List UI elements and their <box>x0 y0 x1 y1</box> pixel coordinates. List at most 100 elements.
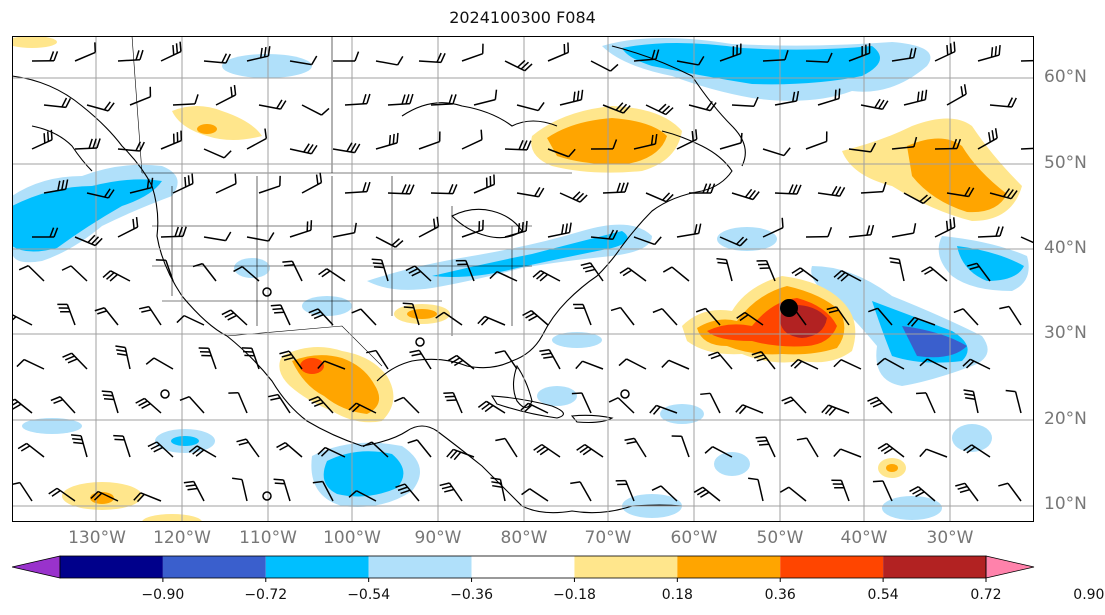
colorbar-tick-label: −0.36 <box>450 587 493 603</box>
wind-barb <box>258 185 281 194</box>
colorbar-tick-label: 0.18 <box>661 587 693 603</box>
colorbar-tick-label: −0.72 <box>244 587 288 603</box>
colorbar-segment <box>574 556 678 578</box>
wind-barb <box>762 58 786 62</box>
wind-barb <box>962 308 979 326</box>
coastlines <box>12 45 746 514</box>
wind-barb <box>461 138 483 150</box>
lon-label-60w: 60°W <box>670 528 718 548</box>
wind-barb <box>877 307 893 326</box>
wind-barb <box>203 236 226 242</box>
lat-label-40n: 40°N <box>1044 238 1087 258</box>
colorbar-segment <box>60 556 163 578</box>
wind-barb <box>241 266 260 282</box>
open-circle-marker <box>620 389 630 399</box>
wind-barb <box>371 441 389 458</box>
lon-label-120w: 120°W <box>153 528 211 548</box>
wind-barb <box>301 104 322 116</box>
lon-label-30w: 30°W <box>926 528 974 548</box>
colorbar-tick-label: 0.54 <box>867 587 899 603</box>
lon-label-100w: 100°W <box>323 528 381 548</box>
colorbar-segment <box>780 556 884 578</box>
open-circle-marker <box>262 491 272 501</box>
wind-barb <box>375 350 389 370</box>
wind-barb <box>617 397 635 414</box>
wind-barb <box>590 60 611 72</box>
open-circle-marker <box>415 337 425 347</box>
wind-barb <box>840 448 862 458</box>
lon-label-50w: 50°W <box>756 528 804 548</box>
wind-barb <box>332 232 355 238</box>
wind-barb <box>416 439 432 458</box>
colorbar-segment <box>368 556 472 578</box>
lat-label-30n: 30°N <box>1044 323 1087 343</box>
lon-label-110w: 110°W <box>239 528 297 548</box>
lon-label-130w: 130°W <box>68 528 126 548</box>
wind-barbs <box>12 41 1034 503</box>
open-circle-marker <box>160 389 170 399</box>
wind-barb <box>680 436 690 458</box>
wind-barb <box>805 140 827 150</box>
wind-barb <box>201 263 217 282</box>
wind-barb <box>712 446 733 458</box>
wind-barb <box>203 148 225 159</box>
wind-barb <box>1020 147 1034 150</box>
wind-barb <box>661 308 678 326</box>
wind-barb <box>788 486 807 502</box>
lat-label-50n: 50°N <box>1044 153 1087 173</box>
lon-label-70w: 70°W <box>584 528 632 548</box>
wind-barb <box>579 481 592 502</box>
wind-barb <box>925 392 936 414</box>
wind-barb <box>183 314 205 326</box>
colorbar-tick-label: 0.90 <box>1073 587 1105 603</box>
wind-barb <box>153 357 174 370</box>
wind-barb <box>1020 59 1034 62</box>
wind-barb <box>633 236 655 246</box>
wind-barb <box>619 307 635 326</box>
wind-barb <box>1008 306 1022 326</box>
wind-barb <box>237 392 248 414</box>
wind-barb <box>322 481 334 502</box>
wind-barb <box>172 103 196 106</box>
colorbar-segment <box>162 556 266 578</box>
wind-barb <box>443 311 463 326</box>
shaded-contours <box>12 36 1029 522</box>
map-panel <box>12 36 1034 522</box>
colorbar-segment <box>471 556 575 578</box>
wind-barb <box>891 146 914 150</box>
wind-barb <box>757 479 764 502</box>
wind-barb <box>74 51 96 62</box>
wind-barb <box>188 396 205 414</box>
wind-barb <box>582 360 604 370</box>
wind-barb <box>503 350 518 370</box>
wind-barb <box>165 259 174 282</box>
wind-barb <box>19 482 33 502</box>
wind-barb <box>70 265 88 282</box>
gridlines <box>12 36 1034 522</box>
wind-barb <box>671 266 690 282</box>
wind-barb <box>704 307 721 326</box>
wind-barb <box>129 96 151 106</box>
wind-barb <box>461 52 483 62</box>
lon-label-40w: 40°W <box>840 528 888 548</box>
wind-barb <box>927 358 948 370</box>
wind-barb <box>529 488 549 502</box>
wind-barb <box>668 359 690 370</box>
colorbar-tick-label: −0.54 <box>347 587 391 603</box>
wind-barb <box>581 392 592 414</box>
wind-barb <box>356 490 377 502</box>
wind-barb <box>926 448 948 458</box>
wind-barb <box>676 60 699 66</box>
wind-barb <box>762 148 785 157</box>
colorbar-tick-label: −0.90 <box>141 587 185 603</box>
wind-barb <box>626 358 647 370</box>
wind-barb <box>1007 482 1022 502</box>
lat-label-10n: 10°N <box>1044 494 1087 514</box>
wind-barb <box>324 360 346 370</box>
wind-barb <box>241 479 248 502</box>
wind-barb <box>1020 236 1034 244</box>
colorbar-extend-low <box>12 555 61 579</box>
wind-barb <box>375 60 398 66</box>
colorbar-tick-label: 0.36 <box>764 587 796 603</box>
map-title: 2024100300 F084 <box>449 8 596 27</box>
